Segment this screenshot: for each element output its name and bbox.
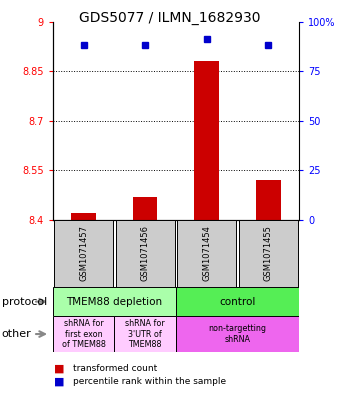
Bar bbox=[53, 287, 176, 316]
Text: transformed count: transformed count bbox=[73, 364, 157, 373]
Bar bbox=[239, 220, 298, 287]
Bar bbox=[176, 316, 299, 352]
Text: shRNA for
3'UTR of
TMEM88: shRNA for 3'UTR of TMEM88 bbox=[125, 319, 165, 349]
Text: percentile rank within the sample: percentile rank within the sample bbox=[73, 378, 226, 386]
Text: GSM1071456: GSM1071456 bbox=[141, 226, 150, 281]
Text: shRNA for
first exon
of TMEM88: shRNA for first exon of TMEM88 bbox=[62, 319, 105, 349]
Bar bbox=[256, 180, 281, 220]
Text: GDS5077 / ILMN_1682930: GDS5077 / ILMN_1682930 bbox=[79, 11, 261, 25]
Text: protocol: protocol bbox=[2, 297, 47, 307]
Bar bbox=[114, 316, 176, 352]
Bar bbox=[116, 220, 175, 287]
Text: GSM1071455: GSM1071455 bbox=[264, 226, 273, 281]
Bar bbox=[133, 197, 157, 220]
Bar bbox=[176, 287, 299, 316]
Text: other: other bbox=[2, 329, 31, 339]
Text: control: control bbox=[219, 297, 256, 307]
Text: GSM1071457: GSM1071457 bbox=[79, 226, 88, 281]
Bar bbox=[194, 61, 219, 220]
Text: GSM1071454: GSM1071454 bbox=[202, 226, 211, 281]
Bar bbox=[53, 316, 114, 352]
Bar bbox=[54, 220, 113, 287]
Bar bbox=[71, 213, 96, 220]
Text: non-targetting
shRNA: non-targetting shRNA bbox=[208, 324, 267, 344]
Text: TMEM88 depletion: TMEM88 depletion bbox=[66, 297, 163, 307]
Text: ■: ■ bbox=[54, 377, 65, 387]
Bar bbox=[177, 220, 236, 287]
Text: ■: ■ bbox=[54, 364, 65, 374]
